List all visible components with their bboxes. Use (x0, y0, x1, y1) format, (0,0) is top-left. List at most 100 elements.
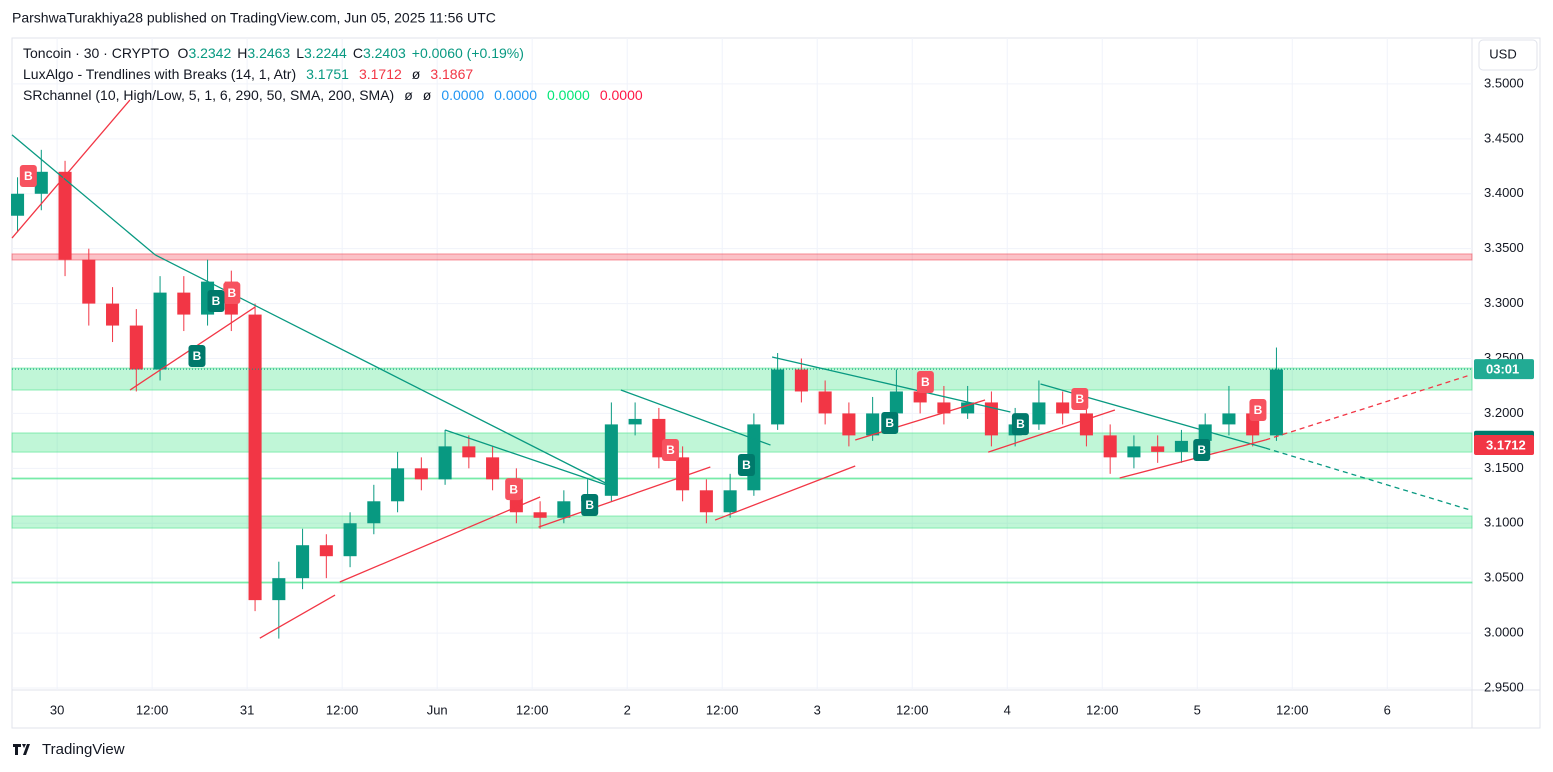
change: +0.0060 (+0.19%) (412, 45, 524, 61)
candle-body (1127, 446, 1141, 458)
signal-badge (188, 344, 206, 367)
trendline (1119, 439, 1266, 479)
candle-body (296, 545, 310, 579)
logo-text: TradingView (42, 741, 125, 758)
trendline (11, 99, 131, 239)
signal-badge (581, 494, 599, 517)
trendline (538, 466, 711, 528)
x-tick-label: 12:00 (896, 702, 929, 717)
sr-zone (11, 581, 1473, 584)
candle-body (391, 468, 405, 502)
c-value: 3.2403 (363, 45, 406, 61)
logo: TradingView (13, 741, 125, 758)
y-tick-label: 3.1000 (1484, 515, 1524, 530)
candle-body (866, 413, 880, 436)
x-tick-label: 12:00 (136, 702, 169, 717)
candle-body (771, 369, 785, 425)
price-tag-label: 03:01 (1486, 362, 1519, 377)
candle-body (462, 446, 476, 458)
signal-label: B (212, 294, 221, 308)
signal-label: B (921, 375, 930, 389)
x-tick-label: 6 (1384, 702, 1391, 717)
indicator-value: ø (423, 87, 432, 103)
signal-badge (1071, 388, 1089, 411)
candle-body (961, 402, 975, 414)
signal-badge (1249, 399, 1267, 422)
signal: B (1249, 399, 1267, 422)
trendline (259, 594, 336, 639)
sr-zone (11, 253, 1473, 261)
c-label: C (353, 45, 363, 61)
signal-badge (505, 478, 523, 501)
signal: B (1071, 388, 1089, 411)
candle-body (34, 171, 48, 194)
trendline (771, 356, 1011, 413)
indicator-value: 0.0000 (600, 87, 643, 103)
y-tick-label: 3.3000 (1484, 295, 1524, 310)
candle-body (913, 391, 927, 403)
candle-body (343, 523, 357, 557)
candle-body (889, 391, 903, 414)
x-tick-label: 30 (50, 702, 64, 717)
signal: B (19, 164, 37, 187)
candle-body (1032, 402, 1046, 425)
signal-badge (223, 281, 241, 304)
y-tick-label: 3.5000 (1484, 75, 1524, 90)
candle-body (129, 325, 143, 370)
candle-body (82, 259, 96, 304)
candle-body (1079, 413, 1093, 436)
candle-body (319, 545, 333, 557)
candle-body (984, 402, 998, 436)
y-tick-label: 3.2000 (1484, 405, 1524, 420)
x-tick-label: 2 (624, 702, 631, 717)
signal-label: B (1254, 403, 1263, 417)
candle-body (177, 292, 191, 315)
y-tick-label: 3.1500 (1484, 460, 1524, 475)
indicator-value: 3.1712 (359, 66, 402, 82)
indicator-value: 0.0000 (547, 87, 590, 103)
candle-body (486, 457, 500, 480)
signal: B (207, 289, 225, 312)
trendline (714, 465, 856, 521)
candle-body (676, 457, 690, 491)
signal-label: B (509, 482, 518, 496)
axes: 2.95003.00003.05003.10003.15003.20003.25… (50, 75, 1534, 717)
l-value: 3.2244 (304, 45, 347, 61)
candle-body (58, 171, 72, 260)
price-tag (1474, 435, 1534, 456)
candle-body (699, 490, 713, 513)
currency[interactable]: USD (1489, 46, 1516, 61)
indicator-value: ø (404, 87, 413, 103)
legend-indicator1: LuxAlgo - Trendlines with Breaks (14, 1,… (23, 66, 473, 82)
candle-body (153, 292, 167, 370)
signal-label: B (666, 443, 675, 457)
signal-badge (737, 454, 755, 477)
logo-mark (13, 744, 30, 755)
publisher: ParshwaTurakhiya28 published on TradingV… (12, 10, 496, 26)
candle-body (367, 501, 381, 524)
o-value: 3.2342 (188, 45, 231, 61)
x-tick-label: 5 (1194, 702, 1201, 717)
trendline (855, 399, 986, 441)
x-tick-label: 12:00 (326, 702, 359, 717)
x-tick-label: 4 (1004, 702, 1011, 717)
signal: B (505, 478, 523, 501)
signal-badge (916, 371, 934, 394)
candle-body (1222, 413, 1236, 425)
signal: B (916, 371, 934, 394)
signal: B (661, 438, 679, 461)
h-value: 3.2463 (247, 45, 290, 61)
candle-body (1174, 440, 1188, 452)
candle-body (438, 446, 452, 480)
o-label: O (178, 45, 189, 61)
currency-button[interactable] (1478, 39, 1538, 71)
indicator-value: 0.0000 (494, 87, 537, 103)
symbol: Toncoin · 30 · CRYPTO (23, 45, 170, 61)
signal: B (1011, 413, 1029, 436)
candle-body (533, 512, 547, 518)
signal-label: B (585, 498, 594, 512)
signal-badge (19, 164, 37, 187)
trendline (444, 429, 616, 489)
signal: B (223, 281, 241, 304)
candle-body (1198, 424, 1212, 441)
